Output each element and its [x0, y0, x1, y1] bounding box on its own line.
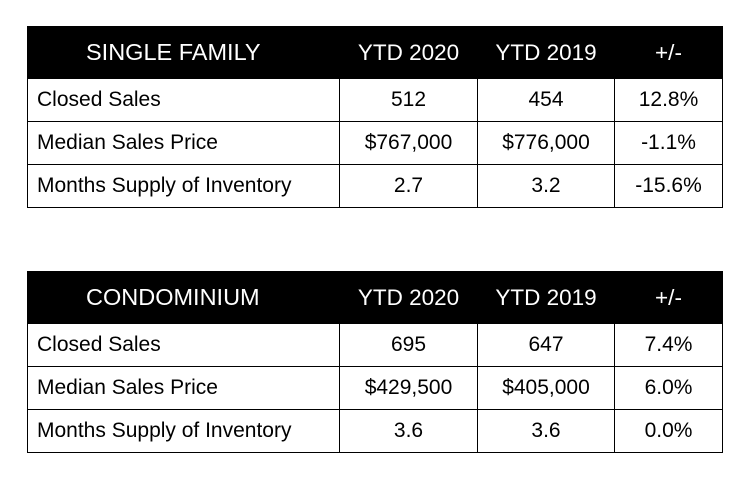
cell-ytd-2019: $405,000: [477, 366, 615, 410]
table-row: Median Sales Price $429,500 $405,000 6.0…: [27, 366, 723, 410]
cell-change: 6.0%: [614, 366, 723, 410]
cell-change: -1.1%: [614, 121, 723, 165]
cell-ytd-2020: 2.7: [339, 164, 478, 208]
cell-ytd-2020: $767,000: [339, 121, 478, 165]
cell-ytd-2019: 454: [477, 78, 615, 122]
cell-ytd-2019: 647: [477, 323, 615, 367]
table-row: Months Supply of Inventory 2.7 3.2 -15.6…: [27, 164, 723, 208]
row-label: Median Sales Price: [27, 121, 340, 165]
row-label: Closed Sales: [27, 323, 340, 367]
cell-change: 7.4%: [614, 323, 723, 367]
table-row: Closed Sales 695 647 7.4%: [27, 323, 723, 367]
cell-change: -15.6%: [614, 164, 723, 208]
cell-change: 0.0%: [614, 409, 723, 453]
row-label: Median Sales Price: [27, 366, 340, 410]
cell-ytd-2020: $429,500: [339, 366, 478, 410]
single-family-table: SINGLE FAMILY YTD 2020 YTD 2019 +/- Clos…: [27, 26, 723, 208]
table-title: SINGLE FAMILY: [27, 26, 340, 79]
table-row: Months Supply of Inventory 3.6 3.6 0.0%: [27, 409, 723, 453]
table-header-row: SINGLE FAMILY YTD 2020 YTD 2019 +/-: [27, 26, 723, 79]
cell-ytd-2020: 695: [339, 323, 478, 367]
cell-ytd-2019: $776,000: [477, 121, 615, 165]
row-label: Months Supply of Inventory: [27, 409, 340, 453]
cell-ytd-2019: 3.6: [477, 409, 615, 453]
column-header-change: +/-: [614, 271, 723, 324]
column-header-ytd-2020: YTD 2020: [339, 271, 478, 324]
row-label: Months Supply of Inventory: [27, 164, 340, 208]
column-header-ytd-2020: YTD 2020: [339, 26, 478, 79]
column-header-change: +/-: [614, 26, 723, 79]
cell-ytd-2020: 512: [339, 78, 478, 122]
table-row: Median Sales Price $767,000 $776,000 -1.…: [27, 121, 723, 165]
cell-ytd-2019: 3.2: [477, 164, 615, 208]
table-header-row: CONDOMINIUM YTD 2020 YTD 2019 +/-: [27, 271, 723, 324]
row-label: Closed Sales: [27, 78, 340, 122]
table-row: Closed Sales 512 454 12.8%: [27, 78, 723, 122]
condominium-table: CONDOMINIUM YTD 2020 YTD 2019 +/- Closed…: [27, 271, 723, 453]
column-header-ytd-2019: YTD 2019: [477, 271, 615, 324]
cell-ytd-2020: 3.6: [339, 409, 478, 453]
table-title: CONDOMINIUM: [27, 271, 340, 324]
column-header-ytd-2019: YTD 2019: [477, 26, 615, 79]
cell-change: 12.8%: [614, 78, 723, 122]
